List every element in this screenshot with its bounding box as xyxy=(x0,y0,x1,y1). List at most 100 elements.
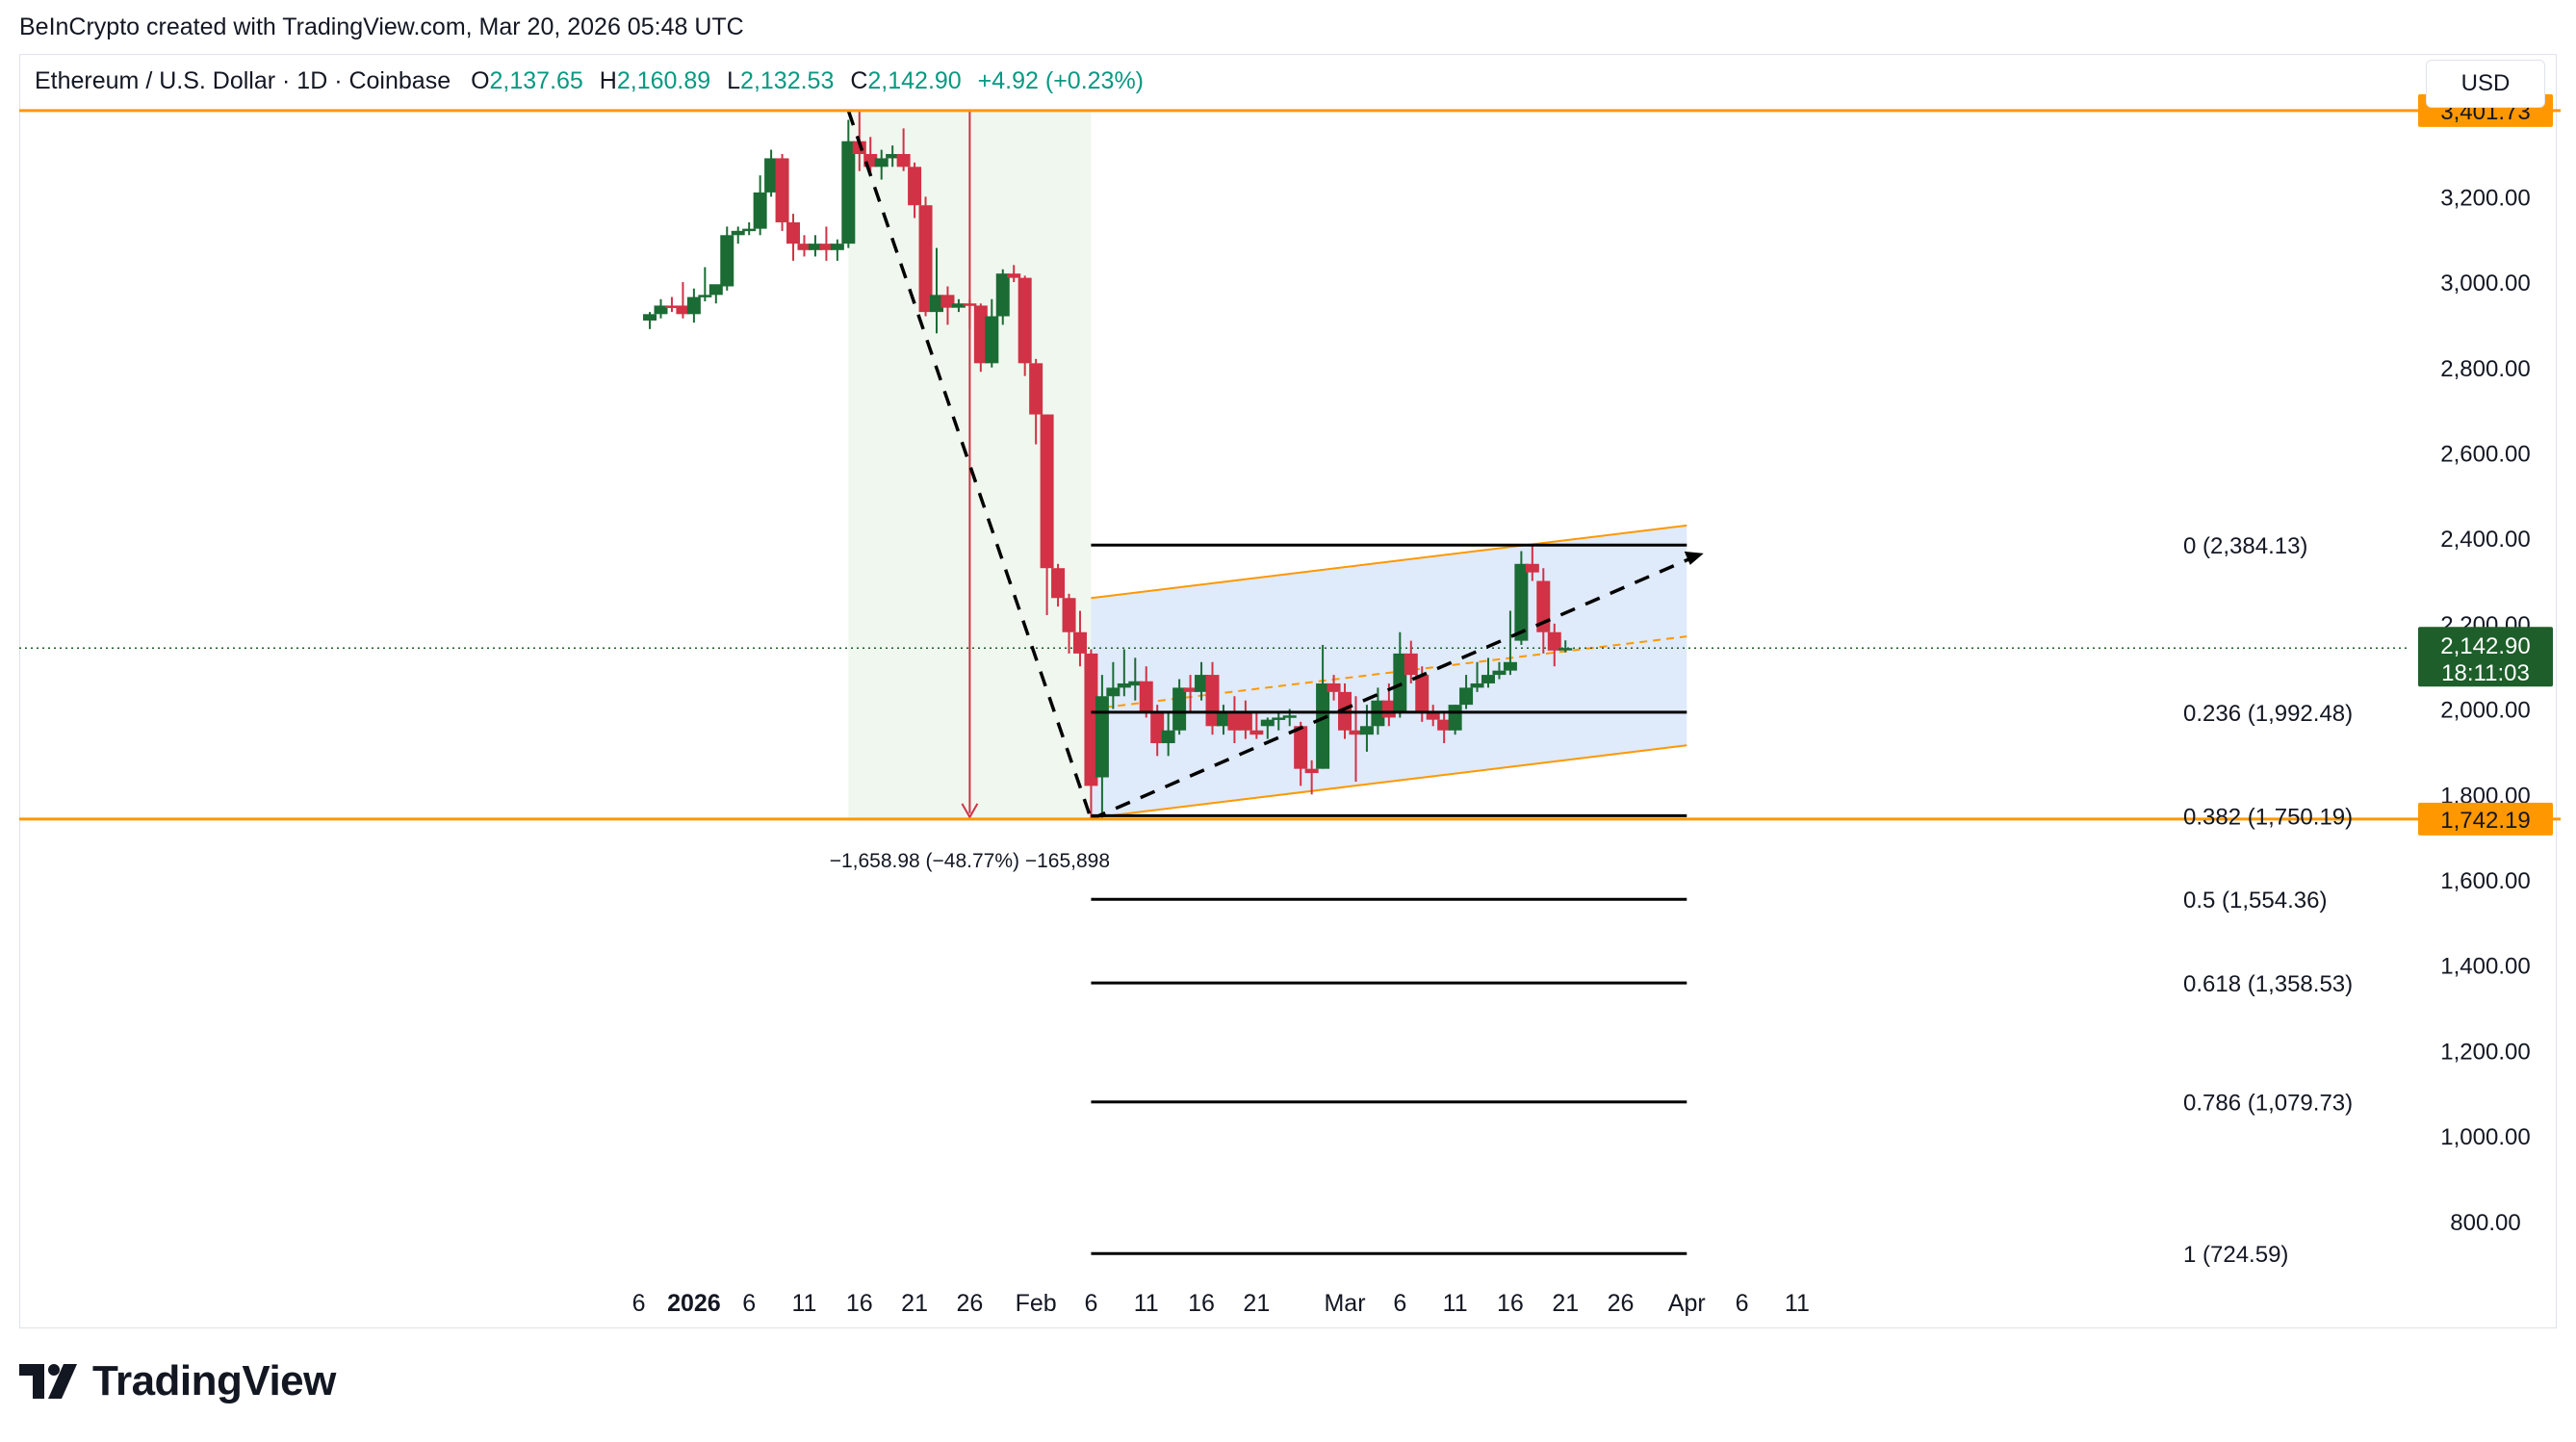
candle xyxy=(643,312,657,329)
close-value: 2,142.90 xyxy=(867,67,962,94)
x-tick-label: 11 xyxy=(792,1290,817,1317)
candle-body xyxy=(1304,768,1319,774)
candle xyxy=(1018,275,1032,376)
candle xyxy=(742,221,757,236)
tradingview-logo[interactable]: TradingView xyxy=(19,1357,336,1405)
candle-body xyxy=(1072,631,1087,654)
countdown-label: 18:11:03 xyxy=(2441,660,2530,686)
candle-body xyxy=(1404,653,1418,676)
brand-name: TradingView xyxy=(92,1357,336,1404)
trendline-1 xyxy=(1090,554,1699,821)
chart-panel[interactable] xyxy=(19,54,2557,1328)
candle-body xyxy=(775,158,789,222)
x-tick-label: 11 xyxy=(1443,1290,1468,1317)
candle-body xyxy=(830,244,844,250)
candle-body xyxy=(698,295,712,297)
candle-body xyxy=(908,167,922,206)
fib-level-label-0: 0 (2,384.13) xyxy=(2183,533,2307,559)
change-value: +4.92 (+0.23%) xyxy=(977,67,1145,94)
candle xyxy=(995,269,1010,325)
x-tick-label: 26 xyxy=(1608,1290,1635,1317)
x-tick-label: Mar xyxy=(1324,1290,1365,1317)
candle-body xyxy=(1294,726,1308,769)
candle-body xyxy=(1040,414,1054,569)
candle-body xyxy=(1238,713,1252,731)
candle xyxy=(1316,645,1330,769)
current-price-tag-bg xyxy=(2418,627,2553,687)
y-tick-label: 1,200.00 xyxy=(2440,1039,2530,1065)
y-tick-label: 2,000.00 xyxy=(2440,698,2530,724)
candle xyxy=(1327,675,1341,701)
open-label: O xyxy=(471,67,490,94)
candle xyxy=(720,226,734,291)
attribution: BeInCrypto created with TradingView.com,… xyxy=(19,13,744,40)
symbol-title[interactable]: Ethereum / U.S. Dollar · 1D · Coinbase xyxy=(35,67,451,94)
candle-body xyxy=(1459,687,1474,706)
candle-body xyxy=(676,305,690,315)
x-tick-label: 16 xyxy=(846,1290,873,1317)
candle xyxy=(1249,713,1264,739)
candle xyxy=(1448,705,1462,735)
x-tick-label: 26 xyxy=(956,1290,983,1317)
candle-body xyxy=(664,305,679,308)
candle xyxy=(830,239,844,261)
candle xyxy=(1481,657,1495,688)
currency-button[interactable]: USD xyxy=(2426,60,2545,108)
candle xyxy=(1260,717,1275,739)
candle-body xyxy=(1558,648,1573,651)
candle-body xyxy=(918,205,933,313)
candle-body xyxy=(1117,682,1131,688)
candle xyxy=(1470,661,1484,692)
candle-body xyxy=(1062,598,1076,632)
high-label: H xyxy=(599,67,617,94)
candle-body xyxy=(1172,687,1187,731)
candle xyxy=(753,175,767,236)
plot-area xyxy=(19,110,2407,821)
channel-lower-line xyxy=(1091,744,1687,819)
candle-body xyxy=(930,295,943,313)
y-tick-label: 2,600.00 xyxy=(2440,441,2530,467)
fib-level-label-5: 0.786 (1,079.73) xyxy=(2183,1091,2353,1117)
candle-body xyxy=(764,158,779,193)
candle xyxy=(1183,675,1198,714)
candle-body xyxy=(1128,681,1143,686)
candle-body xyxy=(1415,675,1430,714)
fib-level-label-6: 1 (724.59) xyxy=(2183,1242,2288,1268)
x-tick-label: 21 xyxy=(1243,1290,1270,1317)
candle xyxy=(1437,710,1452,744)
candle-body xyxy=(797,244,811,250)
channel-fill xyxy=(1091,525,1687,818)
candle xyxy=(1304,760,1319,795)
y-tick-label: 1,600.00 xyxy=(2440,868,2530,894)
ohlc-legend: Ethereum / U.S. Dollar · 1D · Coinbase O… xyxy=(35,67,1144,95)
fib-level-label-1: 0.236 (1,992.48) xyxy=(2183,701,2353,727)
x-tick-label: 6 xyxy=(632,1290,646,1317)
candle xyxy=(896,128,911,171)
candle-body xyxy=(654,305,668,315)
candle xyxy=(654,298,668,319)
candle-body xyxy=(1150,713,1165,744)
candle xyxy=(1051,563,1066,607)
candle-body xyxy=(1282,715,1297,718)
candle-body xyxy=(1514,563,1529,641)
candle xyxy=(1040,414,1054,615)
x-tick-label: 16 xyxy=(1497,1290,1524,1317)
candle xyxy=(1294,721,1308,786)
x-tick-label: 6 xyxy=(1393,1290,1406,1317)
candle-body xyxy=(1007,273,1021,278)
candle-body xyxy=(708,284,723,296)
x-tick-label: 16 xyxy=(1188,1290,1215,1317)
candle xyxy=(764,149,779,197)
candle xyxy=(1072,610,1087,667)
x-tick-label: 6 xyxy=(742,1290,756,1317)
candle-body xyxy=(742,228,757,232)
candle xyxy=(1426,705,1440,727)
candle-body xyxy=(1481,675,1495,683)
candle xyxy=(1238,700,1252,739)
candle-body xyxy=(1018,277,1032,364)
candle xyxy=(1062,593,1076,654)
candle xyxy=(951,298,966,313)
candle-body xyxy=(643,314,657,321)
candle xyxy=(1128,657,1143,701)
